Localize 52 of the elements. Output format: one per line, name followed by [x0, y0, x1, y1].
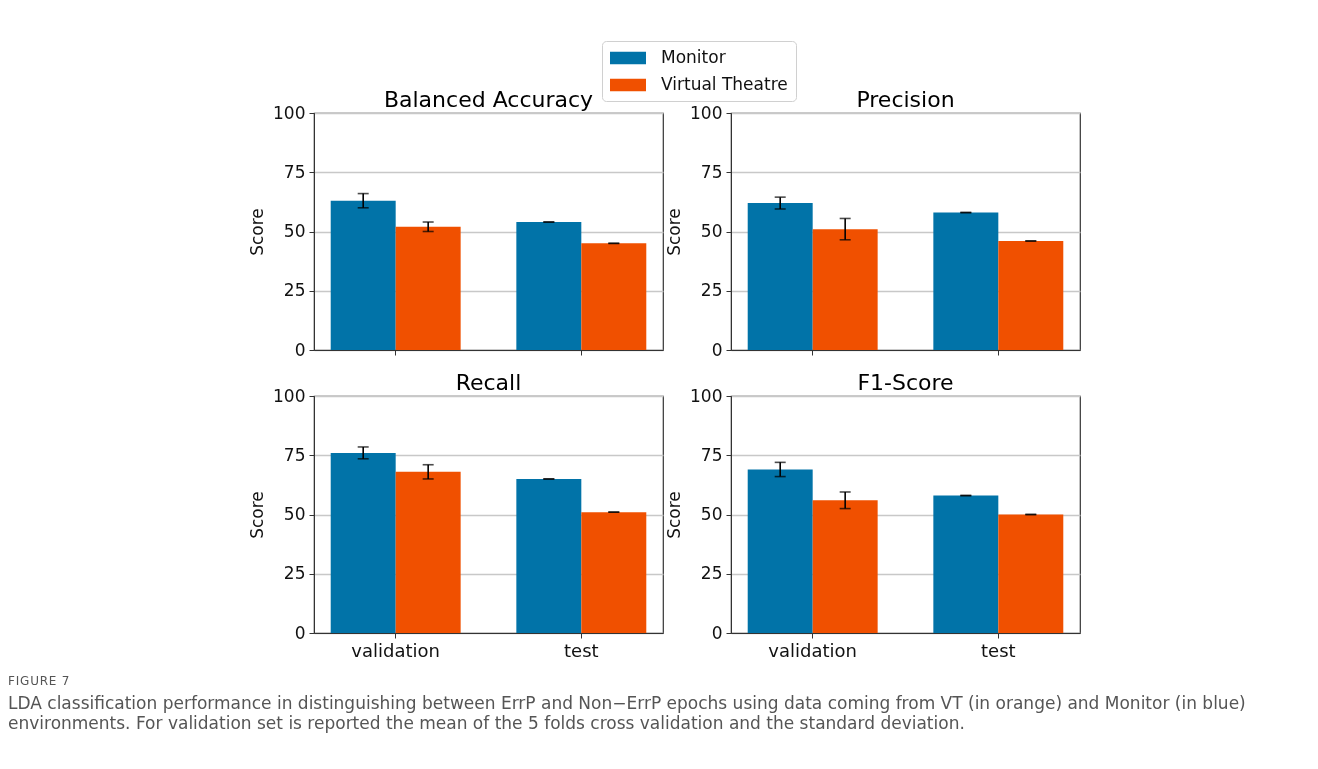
- legend-label: Monitor: [661, 47, 726, 67]
- bar: [516, 222, 582, 350]
- bar: [330, 200, 396, 350]
- y-tick-label: 75: [283, 444, 306, 465]
- bar: [581, 512, 647, 633]
- y-tick-label: 100: [273, 385, 306, 406]
- text: LDA classification performance in distinguishing between ErrP and Non−ErrP epochs using data coming from VT (in orange) and Monitor (in blue) environments. For validation set is reported the mean of the 5 folds cross validation and the standard deviation.: [8, 693, 1247, 733]
- y-tick-label: 75: [700, 444, 723, 465]
- y-tick-label: 25: [283, 280, 306, 301]
- bar: [747, 469, 813, 633]
- legend-label: Virtual Theatre: [661, 74, 788, 94]
- y-tick-label: 0: [294, 622, 306, 643]
- y-tick-label: 50: [283, 221, 306, 241]
- y-axis-title: Score: [664, 208, 685, 256]
- y-tick-label: 0: [294, 339, 306, 360]
- x-tick-label: test: [981, 639, 1016, 661]
- bar: [933, 495, 999, 633]
- y-tick-label: 75: [283, 161, 306, 182]
- bar: [395, 226, 461, 350]
- chart-title: Precision: [856, 87, 955, 112]
- bar: [812, 500, 878, 633]
- x-tick-label: validation: [351, 639, 440, 661]
- y-axis-title: Score: [247, 491, 268, 539]
- y-tick-label: 100: [273, 102, 306, 123]
- bar: [998, 240, 1064, 350]
- bar: [395, 471, 461, 633]
- y-tick-label: 0: [711, 622, 723, 643]
- x-tick-label: validation: [768, 639, 857, 661]
- y-tick-label: 100: [690, 385, 723, 406]
- y-tick-label: 50: [283, 504, 306, 524]
- y-tick-label: 0: [711, 339, 723, 360]
- y-tick-label: 100: [690, 102, 723, 123]
- bar: [747, 203, 813, 350]
- bar: [812, 229, 878, 350]
- y-tick-label: 50: [700, 221, 723, 241]
- bar: [330, 452, 396, 633]
- bar: [933, 212, 999, 350]
- chart-title: Balanced Accuracy: [383, 86, 594, 112]
- y-tick-label: 75: [700, 161, 723, 182]
- caption: FIGURE 7: [8, 674, 72, 688]
- chart-title: F1-Score: [857, 370, 954, 395]
- bar: [516, 478, 582, 633]
- bar: [998, 514, 1064, 633]
- y-axis-title: Score: [664, 491, 685, 539]
- y-tick-label: 25: [700, 563, 723, 584]
- y-tick-label: 25: [700, 280, 723, 301]
- x-tick-label: test: [564, 639, 599, 661]
- y-tick-label: 25: [283, 563, 306, 584]
- chart-title: Recall: [455, 370, 522, 395]
- bar: [581, 243, 647, 350]
- y-tick-label: 50: [700, 504, 723, 524]
- y-axis-title: Score: [247, 208, 268, 256]
